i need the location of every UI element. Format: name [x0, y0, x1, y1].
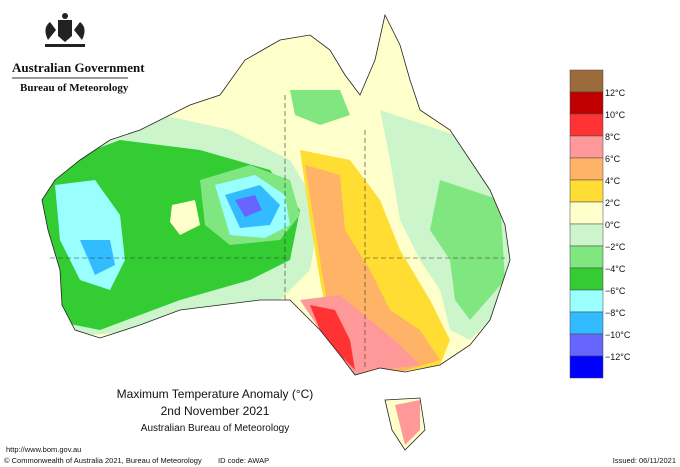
- legend-swatch: [569, 91, 604, 115]
- legend-label: −12°C: [605, 352, 631, 362]
- legend-swatch: [569, 289, 604, 313]
- legend-swatch: [569, 355, 604, 379]
- legend-swatch: [569, 223, 604, 247]
- footer-copyright: © Commonwealth of Australia 2021, Bureau…: [4, 456, 202, 465]
- map-title: Maximum Temperature Anomaly (°C): [117, 387, 314, 401]
- legend-label: 4°C: [605, 176, 621, 186]
- government-name: Australian Government: [12, 60, 145, 75]
- legend-swatch: [569, 311, 604, 335]
- legend-label: 10°C: [605, 110, 626, 120]
- legend-swatch: [569, 179, 604, 203]
- footer-id: ID code: AWAP: [218, 456, 269, 465]
- legend-label: −10°C: [605, 330, 631, 340]
- crest: [45, 13, 85, 47]
- legend-label: 0°C: [605, 220, 621, 230]
- coastline: [41, 13, 511, 451]
- legend-swatch: [569, 135, 604, 159]
- legend-swatch: [569, 157, 604, 181]
- legend-swatch: [569, 245, 604, 269]
- legend-swatch: [569, 69, 604, 93]
- legend: 12°C 10°C 8°C 6°C 4°C 2°C 0°C −2°C −4°C −6°C −8°C −…: [569, 69, 631, 379]
- map-source: Australian Bureau of Meteorology: [141, 423, 289, 434]
- legend-swatch: [569, 113, 604, 137]
- map-date: 2nd November 2021: [161, 404, 270, 418]
- footer-url: http://www.bom.gov.au: [6, 445, 81, 454]
- legend-swatch: [569, 201, 604, 225]
- legend-label: 12°C: [605, 88, 626, 98]
- legend-label: 8°C: [605, 132, 621, 142]
- legend-swatch: [569, 267, 604, 291]
- legend-label: −2°C: [605, 242, 626, 252]
- legend-label: −4°C: [605, 264, 626, 274]
- agency-name: Bureau of Meteorology: [20, 82, 129, 94]
- footer-issued: Issued: 06/11/2021: [613, 456, 676, 465]
- legend-label: 6°C: [605, 154, 621, 164]
- legend-label: −6°C: [605, 286, 626, 296]
- legend-swatch: [569, 333, 604, 357]
- legend-label: −8°C: [605, 308, 626, 318]
- legend-label: 2°C: [605, 198, 621, 208]
